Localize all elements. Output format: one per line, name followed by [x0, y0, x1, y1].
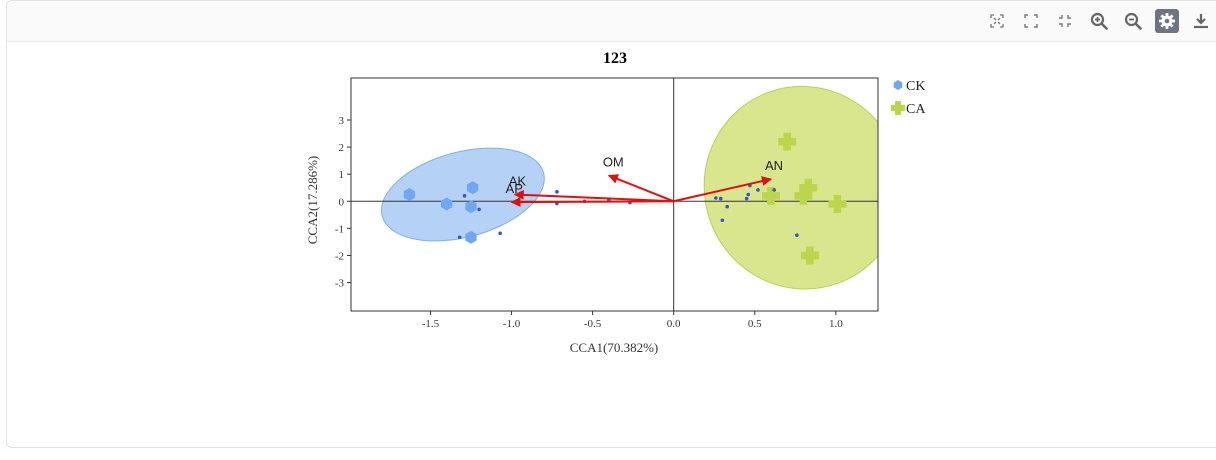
sample-point-ca[interactable]: [828, 194, 847, 213]
y-tick-label: 2: [339, 142, 345, 154]
toolbar-tools: [985, 9, 1213, 33]
sample-point-ck[interactable]: [403, 188, 415, 201]
chart-panel: [6, 0, 1216, 448]
env-arrow-label-an: AN: [765, 158, 783, 173]
download-icon[interactable]: [1189, 9, 1213, 33]
env-arrow-ap[interactable]: [510, 197, 674, 208]
sample-point-ck[interactable]: [467, 181, 479, 195]
sample-point-ca[interactable]: [761, 186, 780, 205]
expand-icon[interactable]: [985, 9, 1009, 33]
shrink-icon[interactable]: [1053, 9, 1077, 33]
sample-point-ca[interactable]: [794, 186, 813, 205]
sample-point-ck[interactable]: [465, 200, 477, 214]
sample-point-ck[interactable]: [465, 230, 477, 244]
plot-frame: [350, 77, 879, 312]
species-point[interactable]: [718, 196, 723, 201]
legend-item-ca[interactable]: CA: [891, 101, 926, 117]
legend-marker-ck: [893, 80, 903, 90]
species-point[interactable]: [756, 188, 760, 192]
x-tick-label: -1.0: [503, 318, 521, 330]
legend-label-ca: CA: [906, 102, 926, 117]
env-arrow-label-om: OM: [603, 155, 624, 170]
y-tick-label: 1: [339, 169, 345, 181]
zoom-in-icon[interactable]: [1087, 9, 1111, 33]
y-tick-label: 0: [339, 196, 345, 208]
chart-title: 123: [603, 50, 627, 67]
x-axis-title: CCA1(70.382%): [570, 340, 658, 355]
zoom-out-icon[interactable]: [1121, 9, 1145, 33]
species-point[interactable]: [725, 204, 729, 209]
sample-point-ca[interactable]: [778, 132, 797, 151]
settings-icon[interactable]: [1155, 9, 1179, 33]
sample-point-ca[interactable]: [799, 178, 818, 197]
env-arrow-label-ap: AP: [506, 181, 523, 196]
species-point[interactable]: [555, 189, 559, 194]
fullscreen-icon[interactable]: [1019, 9, 1043, 33]
x-tick-label: 0.0: [667, 318, 681, 330]
species-point[interactable]: [795, 233, 799, 237]
x-tick-label: 1.0: [829, 318, 843, 330]
toolbar: [7, 1, 1216, 42]
y-tick-label: -2: [335, 250, 344, 262]
y-tick-label: -3: [335, 278, 345, 290]
env-arrow-label-ak: AK: [509, 174, 527, 189]
x-tick-label: -0.5: [584, 318, 602, 330]
env-arrow-ak[interactable]: [513, 189, 674, 203]
species-point[interactable]: [462, 194, 467, 198]
sample-point-ca[interactable]: [800, 246, 819, 265]
species-point[interactable]: [772, 188, 777, 192]
legend-item-ck[interactable]: CK: [893, 79, 926, 94]
env-arrow-an[interactable]: [673, 176, 772, 203]
species-point[interactable]: [498, 231, 502, 236]
y-axis-title: CCA2(17.286%): [305, 156, 320, 244]
env-arrow-om[interactable]: [607, 174, 675, 203]
species-point[interactable]: [720, 218, 725, 223]
x-tick-label: -1.5: [422, 318, 440, 330]
y-tick-label: 3: [339, 115, 345, 127]
x-tick-label: 0.5: [748, 318, 762, 330]
legend[interactable]: CK CA: [891, 79, 926, 117]
legend-marker-ca: [891, 101, 905, 115]
y-tick-label: -1: [335, 223, 344, 235]
sample-point-ck[interactable]: [441, 197, 453, 211]
species-point[interactable]: [744, 196, 749, 201]
species-point[interactable]: [457, 235, 462, 240]
species-point[interactable]: [746, 192, 751, 197]
species-point[interactable]: [477, 207, 481, 212]
legend-label-ck: CK: [906, 79, 925, 94]
species-point[interactable]: [714, 196, 718, 200]
